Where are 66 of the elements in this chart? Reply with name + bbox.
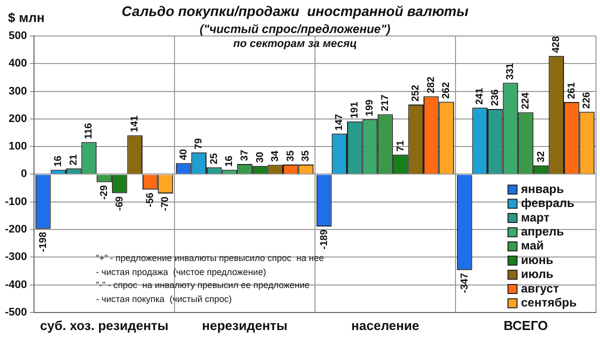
data-label: 16	[224, 155, 236, 167]
data-label: 79	[194, 138, 205, 150]
data-label: 331	[505, 62, 516, 80]
data-label: -69	[114, 196, 126, 211]
data-label: 21	[68, 154, 80, 166]
y-axis-title: $ млн	[8, 10, 45, 25]
chart-subtitle: ("чистый спрос/предложение")	[200, 22, 390, 36]
data-label: 35	[285, 150, 296, 162]
data-label: 241	[474, 87, 486, 105]
data-label: 226	[582, 92, 593, 109]
data-label: 116	[84, 122, 95, 140]
legend-label: май	[521, 238, 544, 253]
data-label: -347	[459, 272, 470, 294]
data-label: 25	[208, 152, 220, 164]
legend-label: февраль	[521, 196, 574, 210]
x-tick-label: суб. хоз. резиденты	[40, 318, 169, 333]
annotation: по секторам за месяц	[233, 38, 357, 50]
data-label: 16	[53, 155, 64, 167]
data-label: 191	[349, 101, 360, 118]
y-tick-label: 0	[20, 168, 28, 180]
y-tick-label: -400	[4, 278, 28, 291]
data-label: -56	[144, 192, 156, 208]
y-tick-label: -500	[4, 306, 28, 318]
data-label: 141	[130, 115, 141, 132]
data-label: 428	[551, 36, 562, 53]
legend-label: март	[521, 210, 550, 224]
legend-label: август	[521, 281, 560, 296]
y-tick-label: 200	[8, 112, 28, 125]
data-label: 37	[240, 149, 251, 161]
data-label: -29	[99, 184, 110, 200]
data-label: 147	[334, 113, 346, 131]
y-tick-label: 300	[8, 85, 28, 98]
legend-label: сентябрь	[521, 296, 577, 310]
data-label: 217	[380, 94, 392, 112]
legend-label: июнь	[521, 252, 554, 267]
y-tick-label: -300	[4, 251, 28, 264]
legend-label: январь	[521, 182, 564, 196]
y-tick-label: -100	[4, 196, 28, 208]
data-label: 71	[395, 140, 406, 152]
data-label: 252	[410, 84, 422, 102]
data-label: 40	[178, 148, 190, 160]
data-label: 32	[536, 150, 547, 162]
data-label: 224	[520, 92, 532, 110]
data-label: -198	[38, 231, 49, 252]
legend-label: июль	[521, 267, 554, 282]
data-label: 261	[566, 82, 578, 100]
data-label: 34	[270, 150, 282, 162]
annotation: "+" - предложение инвалюты превысило спрос на нее - чистая продажа (чистое предложение)	[96, 253, 324, 277]
data-label: -70	[160, 196, 172, 211]
y-tick-label: 100	[8, 140, 28, 153]
x-tick-label: нерезиденты	[202, 318, 288, 333]
y-tick-label: -200	[4, 224, 28, 236]
y-tick-label: 400	[8, 58, 28, 70]
data-label: -189	[318, 229, 330, 250]
annotation: "-" - спрос на инвалюту превысил ее предложение - чистая покупка (чистый спрос)	[96, 280, 310, 304]
y-tick-label: 500	[8, 30, 28, 42]
data-label: 30	[254, 151, 266, 163]
data-label: 282	[426, 76, 437, 94]
data-label: 236	[490, 88, 501, 106]
x-tick-label: ВСЕГО	[504, 318, 548, 333]
legend-label: апрель	[521, 224, 564, 239]
data-label: 262	[441, 82, 452, 99]
x-tick-label: население	[351, 318, 420, 333]
data-label: 35	[300, 150, 312, 162]
data-label: 199	[364, 99, 376, 116]
chart-title: Сальдо покупки/продажи иностранной валюты	[122, 3, 468, 19]
